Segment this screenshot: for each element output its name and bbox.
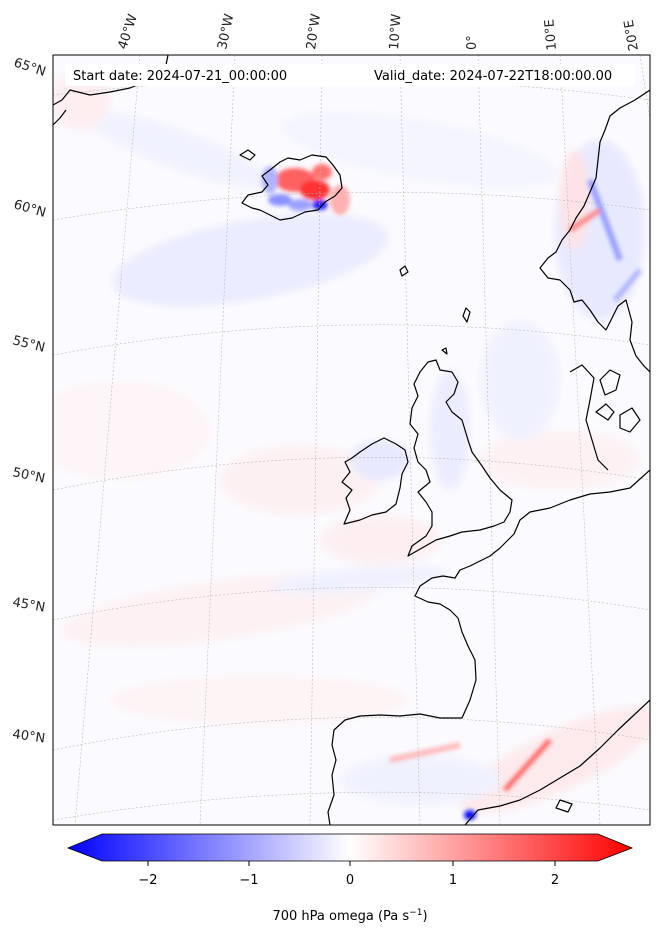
lon-label: 10°W: [387, 13, 404, 50]
lat-label: 60°N: [12, 197, 48, 220]
colorbar-title: 700 hPa omega (Pa s−1): [272, 908, 427, 924]
colorbar-tick-label: −1: [239, 873, 258, 888]
colorbar: −2 −1 0 1 2 700 hPa omega (Pa s−1): [66, 833, 634, 924]
lat-label: 40°N: [11, 727, 46, 746]
lon-label: 0°: [465, 35, 480, 50]
colorbar-tick-label: 1: [449, 873, 457, 888]
colorbar-tick-label: 2: [551, 873, 559, 888]
ireland-coast: [341, 437, 409, 525]
header-box: [65, 64, 635, 86]
colorbar-tick-label: 0: [346, 873, 354, 888]
iceland-coast: [241, 154, 343, 221]
lon-label: 30°W: [215, 12, 237, 50]
lat-label: 50°N: [11, 465, 46, 486]
graticule: [53, 55, 650, 825]
latitude-labels: 65°N 60°N 55°N 50°N 45°N 40°N: [11, 56, 48, 747]
valid-date-label: Valid_date: 2024-07-22T18:00:00.00: [374, 69, 612, 84]
scandinavia-coast: [539, 89, 650, 373]
omega-field: [53, 55, 650, 825]
lon-label: 20°E: [622, 19, 642, 52]
map-panel: [52, 54, 651, 826]
lon-label: 40°W: [116, 12, 141, 51]
colorbar-ticks: [147, 861, 556, 866]
great-britain-coast: [407, 359, 513, 557]
colorbar-tick-label: −2: [138, 873, 157, 888]
lat-label: 55°N: [11, 333, 46, 355]
france-coast: [327, 469, 650, 825]
longitude-labels: 40°W 30°W 20°W 10°W 0° 10°E 20°E: [116, 12, 642, 52]
coastlines: [53, 55, 650, 825]
colorbar-scale: [66, 833, 634, 862]
lat-label: 65°N: [12, 56, 48, 80]
lat-label: 45°N: [11, 595, 46, 615]
lon-label: 10°E: [542, 19, 560, 51]
header-annotation: Start date: 2024-07-21_00:00:00 Valid_da…: [65, 64, 635, 86]
start-date-label: Start date: 2024-07-21_00:00:00: [73, 69, 287, 84]
map-frame: [52, 54, 651, 826]
lon-label: 20°W: [304, 13, 324, 51]
